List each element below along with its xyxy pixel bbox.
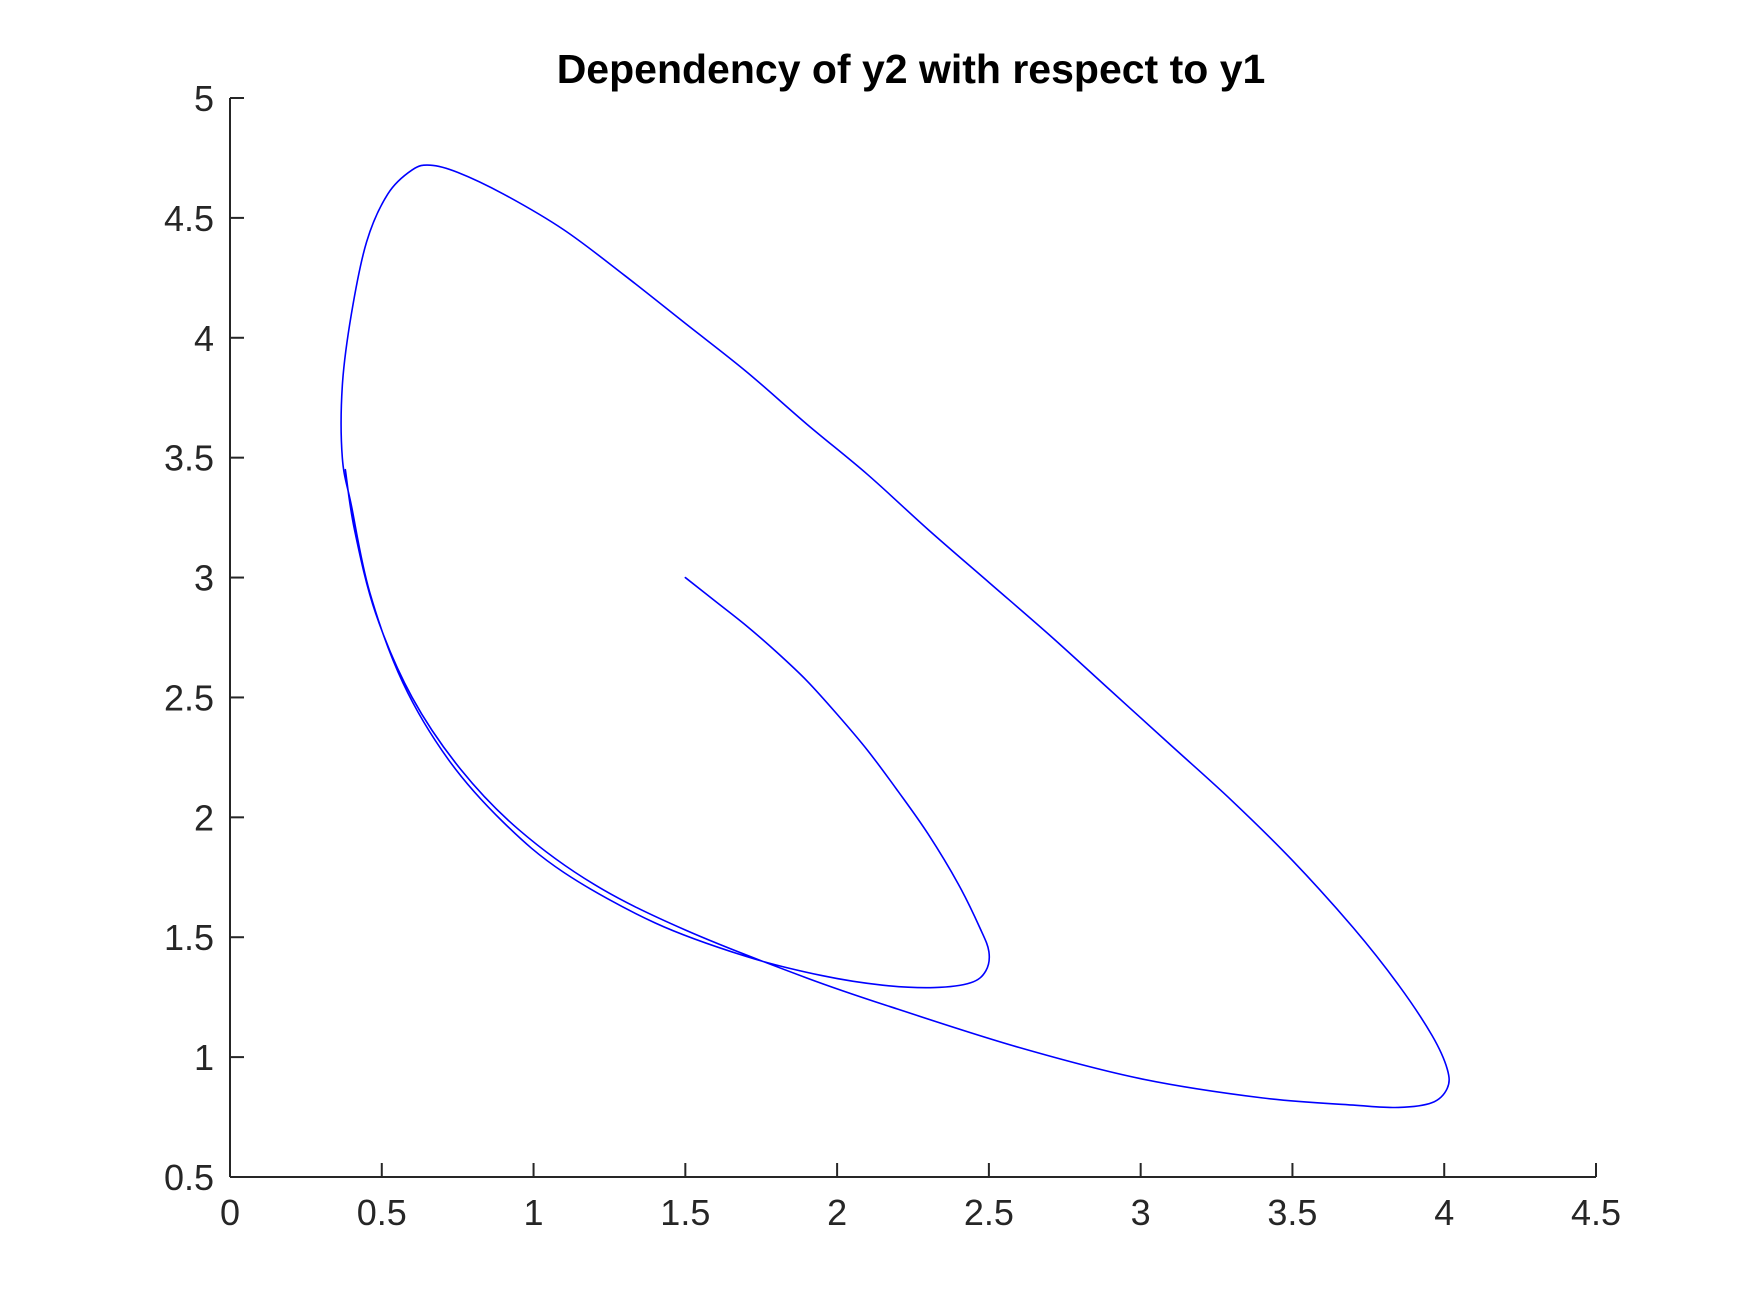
- axes: 0 0.5 1 1.5 2 2.5 3 3.5 4 4.5 0.511.522.533.544.5…: [164, 78, 1621, 1233]
- series-line: [340, 164, 1450, 1109]
- y-tick-label: 0.5: [164, 1157, 214, 1198]
- y-tick-label: 4.5: [164, 198, 214, 239]
- y-tick-label: 2: [194, 797, 214, 838]
- x-tick-label: 1.5: [660, 1192, 710, 1233]
- x-tick-label: 0.5: [357, 1192, 407, 1233]
- x-tick-label: 4.5: [1571, 1192, 1621, 1233]
- chart-title: Dependency of y2 with respect to y1: [557, 46, 1266, 92]
- y-tick-label: 1: [194, 1037, 214, 1078]
- x-tick-label: 3: [1131, 1192, 1151, 1233]
- x-tick-label: 1: [524, 1192, 544, 1233]
- y-tick-label: 1.5: [164, 917, 214, 958]
- x-tick-label: 4: [1434, 1192, 1454, 1233]
- plot-area: [340, 164, 1450, 1109]
- y-tick-label: 2.5: [164, 677, 214, 718]
- y-tick-label: 3.5: [164, 438, 214, 479]
- x-tick-label: 2.5: [964, 1192, 1014, 1233]
- x-tick-label: 2: [827, 1192, 847, 1233]
- x-axis-ticks: 0 0.5 1 1.5 2 2.5 3 3.5 4 4.5: [220, 1163, 1621, 1233]
- y-axis-ticks: 0.5 1 1.5 2 2.5 3 3.5 4 4.5 5: [164, 78, 244, 1198]
- y-tick-label: 5: [194, 78, 214, 119]
- x-tick-label: 0: [220, 1192, 240, 1233]
- x-tick-label: 3.5: [1267, 1192, 1317, 1233]
- y-tick-label: 4: [194, 318, 214, 359]
- y-tick-label: 3: [194, 558, 214, 599]
